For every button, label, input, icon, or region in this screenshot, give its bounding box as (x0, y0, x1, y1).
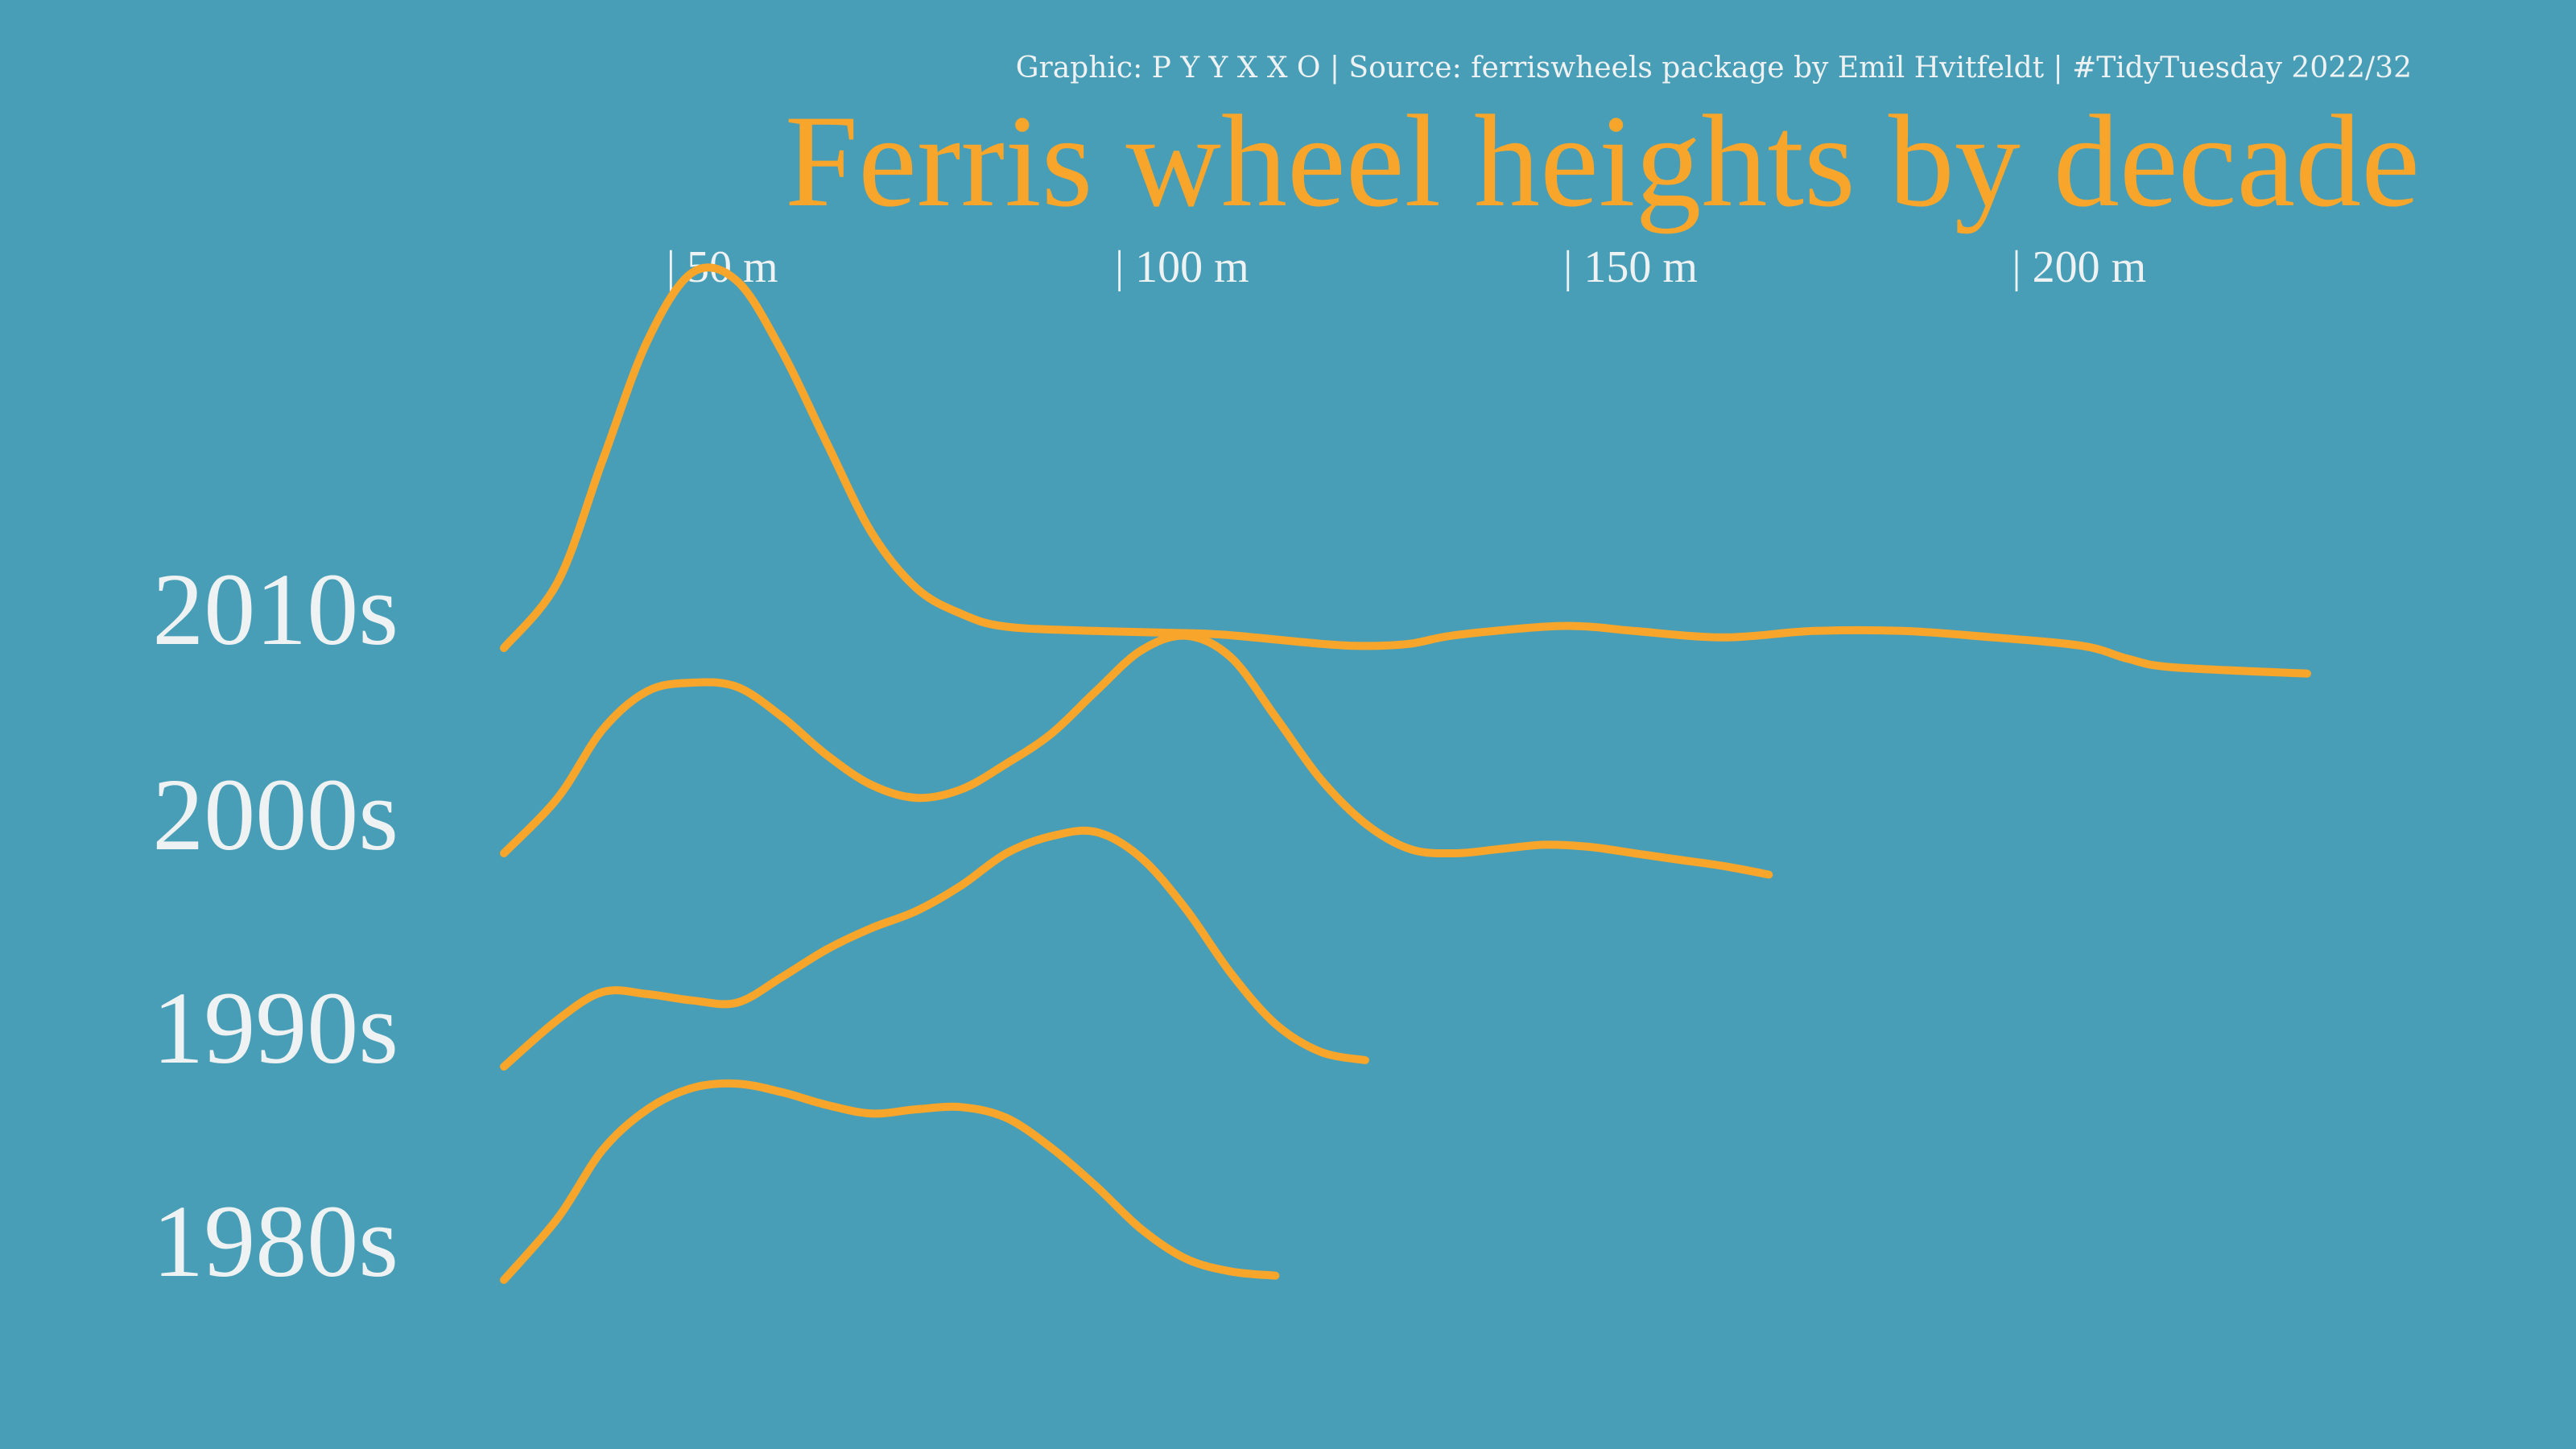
decade-label-1990s: 1990s (152, 971, 398, 1085)
decade-label-1980s: 1980s (152, 1184, 398, 1298)
ridge-line-2000s (500, 631, 1773, 879)
x-tick-label-100: | 100 m (1115, 242, 1249, 292)
ridge-line-1980s (500, 1079, 1280, 1284)
decade-labels: 1980s 1990s 2000s 2010s (152, 552, 398, 1298)
ridge-lines (500, 263, 2311, 1284)
chart-title: Ferris wheel heights by decade (785, 89, 2420, 234)
decade-label-2010s: 2010s (152, 552, 398, 667)
ridge-line-1990s (500, 826, 1369, 1071)
ridge-line-2010s (500, 263, 2311, 678)
x-tick-label-150: | 150 m (1563, 242, 1698, 292)
decade-label-2000s: 2000s (152, 758, 398, 872)
x-tick-label-200: | 200 m (2012, 242, 2146, 292)
caption: Graphic: P Y Y X X O | Source: ferriswhe… (1016, 52, 2412, 85)
